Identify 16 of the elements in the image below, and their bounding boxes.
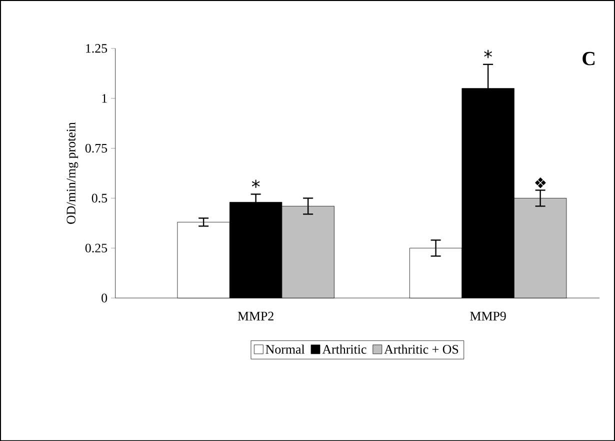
- y-tick-label: 1: [102, 94, 107, 102]
- annotation: *: [252, 180, 260, 188]
- y-tick-label: 0.5: [92, 194, 108, 202]
- y-tick-label: 0.75: [85, 144, 108, 153]
- annotation: *: [484, 50, 492, 58]
- x-tick-label: MMP9: [470, 312, 506, 320]
- legend-label: Normal: [266, 344, 305, 354]
- y-axis-title: OD/min/mg protein: [66, 122, 78, 224]
- x-tick-label: MMP2: [238, 312, 274, 320]
- y-tick-label: 1.25: [86, 44, 108, 53]
- annotation: C: [582, 52, 595, 66]
- y-tick-label: 0.25: [85, 244, 108, 252]
- annotation: ❖: [535, 177, 546, 188]
- y-tick-label: 0: [102, 294, 108, 302]
- legend-label: Arthritic + OS: [384, 344, 458, 354]
- legend-label: Arthritic: [322, 344, 366, 354]
